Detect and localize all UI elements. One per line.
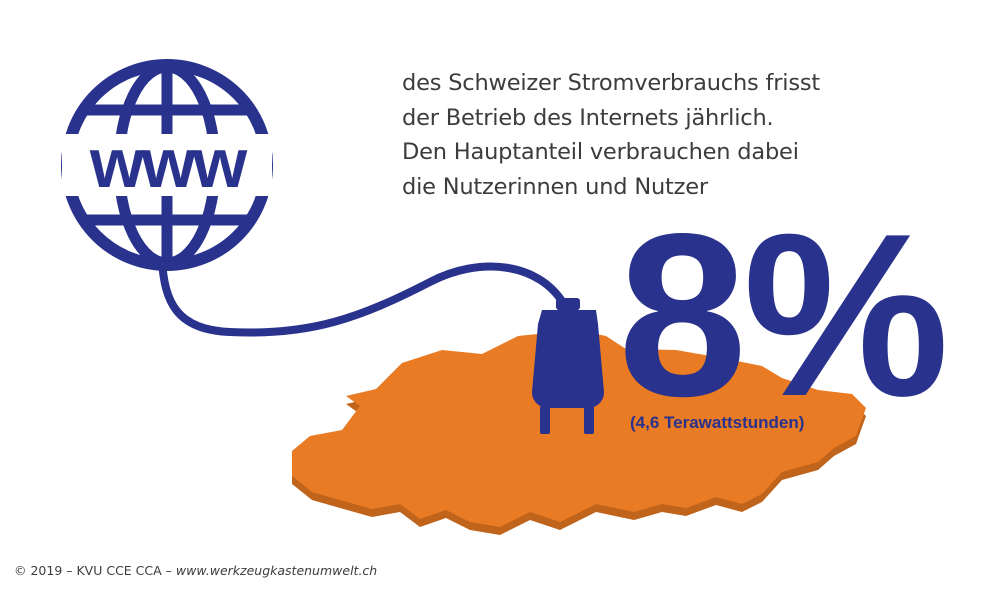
description-line-2: der Betrieb des Internets jährlich. <box>402 104 774 131</box>
map-top <box>292 330 866 527</box>
description-line-3: Den Hauptanteil verbrauchen dabei <box>402 139 799 165</box>
credit-text: © 2019 – KVU CCE CCA – <box>14 563 176 578</box>
credit-line: © 2019 – KVU CCE CCA – www.werkzeugkaste… <box>14 563 377 578</box>
description-text: des Schweizer Stromverbrauchs frisst der… <box>402 66 872 204</box>
power-plug-icon <box>532 298 604 434</box>
power-cable <box>158 258 569 337</box>
credit-url: www.werkzeugkastenumwelt.ch <box>175 563 378 578</box>
globe-www-icon: www <box>61 59 273 271</box>
globe-www-text: www <box>89 124 248 202</box>
headline-percentage: 8% <box>618 186 949 445</box>
description-line-1: des Schweizer Stromverbrauchs frisst <box>402 70 820 96</box>
description-line-4: die Nutzerinnen und Nutzer <box>402 173 708 200</box>
switzerland-map <box>292 330 866 535</box>
headline-note: (4,6 Terawattstunden) <box>630 413 805 432</box>
